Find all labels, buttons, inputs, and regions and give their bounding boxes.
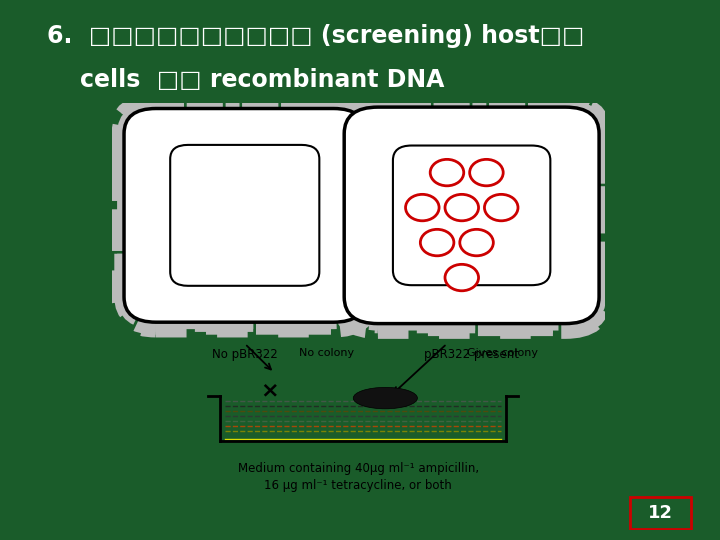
Text: 16 μg ml⁻¹ tetracycline, or both: 16 μg ml⁻¹ tetracycline, or both [264,479,452,492]
Circle shape [469,159,503,186]
FancyBboxPatch shape [170,145,320,286]
Text: pBR322 present: pBR322 present [424,348,519,361]
Text: No colony: No colony [299,348,354,359]
Text: Medium containing 40μg ml⁻¹ ampicillin,: Medium containing 40μg ml⁻¹ ampicillin, [238,462,479,475]
Circle shape [431,159,464,186]
Text: No pBR322: No pBR322 [212,348,278,361]
Text: 6.  □□□□□□□□□□ (screening) host□□: 6. □□□□□□□□□□ (screening) host□□ [47,24,584,48]
Circle shape [445,194,479,221]
Circle shape [445,265,479,291]
Circle shape [420,230,454,256]
Circle shape [405,194,439,221]
Circle shape [485,194,518,221]
Text: cells  □□ recombinant DNA: cells □□ recombinant DNA [47,68,444,91]
FancyBboxPatch shape [393,145,550,285]
Circle shape [460,230,493,256]
FancyBboxPatch shape [630,497,691,529]
FancyBboxPatch shape [344,107,599,323]
Text: ×: × [260,381,279,401]
Ellipse shape [354,387,418,409]
Text: Gives colony: Gives colony [467,348,538,359]
Text: 12: 12 [648,504,673,522]
FancyBboxPatch shape [124,109,366,322]
